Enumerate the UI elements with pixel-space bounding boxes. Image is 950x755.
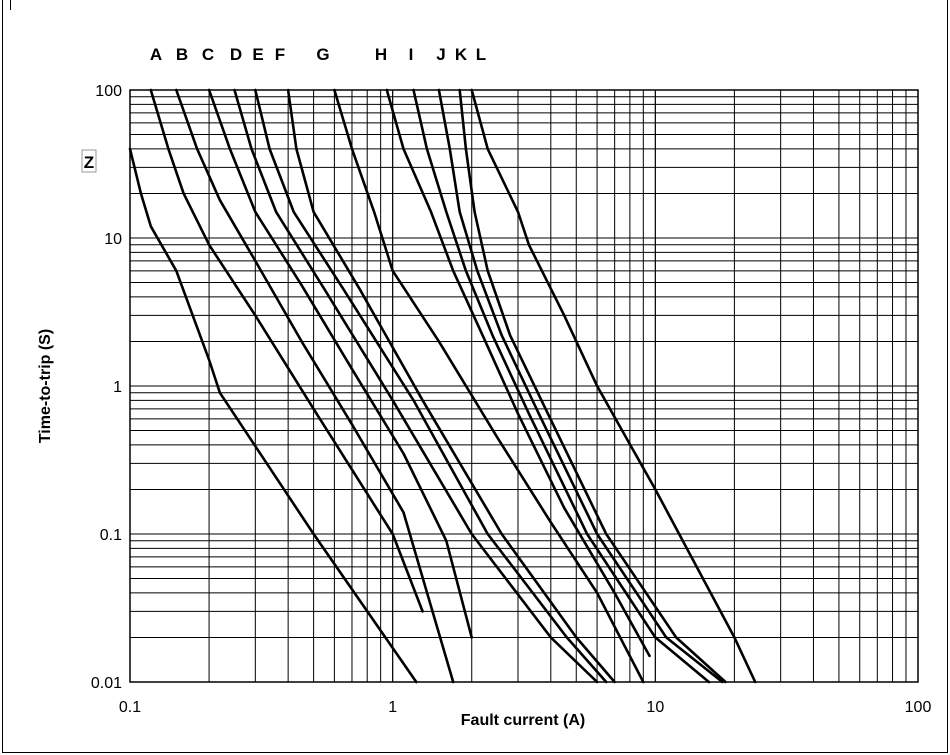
curve-z [128,147,418,684]
y-tick-label: 0.01 [91,675,122,692]
z-label-box [81,149,97,173]
curve-c [207,88,473,639]
curve-label-i: I [409,45,414,64]
x-tick-label: 10 [646,699,664,716]
x-tick-label: 0.1 [119,699,141,716]
frame-corner-tick [10,0,11,10]
y-axis-title: Time-to-trip (S) [37,329,54,443]
curve-i [412,88,711,684]
curve-f [286,88,616,684]
curve-label-d: D [230,45,242,64]
plot-area-border [129,89,919,683]
curve-g [333,88,645,684]
curve-label-l: L [476,45,486,64]
curve-label-j: J [436,45,445,64]
x-tick-labels: 0.1 1 10 100 [119,699,932,716]
z-curve-label: Z [84,153,94,172]
y-tick-labels: 0.01 0.1 1 10 100 [91,83,122,692]
y-tick-label: 0.1 [100,527,122,544]
curve-label-e: E [252,45,263,64]
curve-k [458,88,727,684]
curve-e [254,88,608,684]
curve-h [385,88,651,658]
curve-j [437,88,724,684]
curve-label-f: F [275,45,285,64]
curve-b [175,88,455,684]
x-axis-title: Fault current (A) [461,712,585,729]
curve-label-k: K [455,45,468,64]
curves [128,88,757,684]
curve-a [149,88,424,613]
curve-label-c: C [202,45,214,64]
curve-l [470,88,757,684]
x-tick-label: 100 [905,699,932,716]
grid [129,89,919,683]
curve-d [233,88,599,684]
y-tick-label: 10 [104,231,122,248]
curve-label-h: H [375,45,387,64]
y-tick-label: 100 [95,83,122,100]
x-tick-label: 1 [388,699,397,716]
curve-label-g: G [316,45,329,64]
y-tick-label: 1 [113,379,122,396]
curve-label-a: A [150,45,162,64]
curve-label-b: B [176,45,188,64]
